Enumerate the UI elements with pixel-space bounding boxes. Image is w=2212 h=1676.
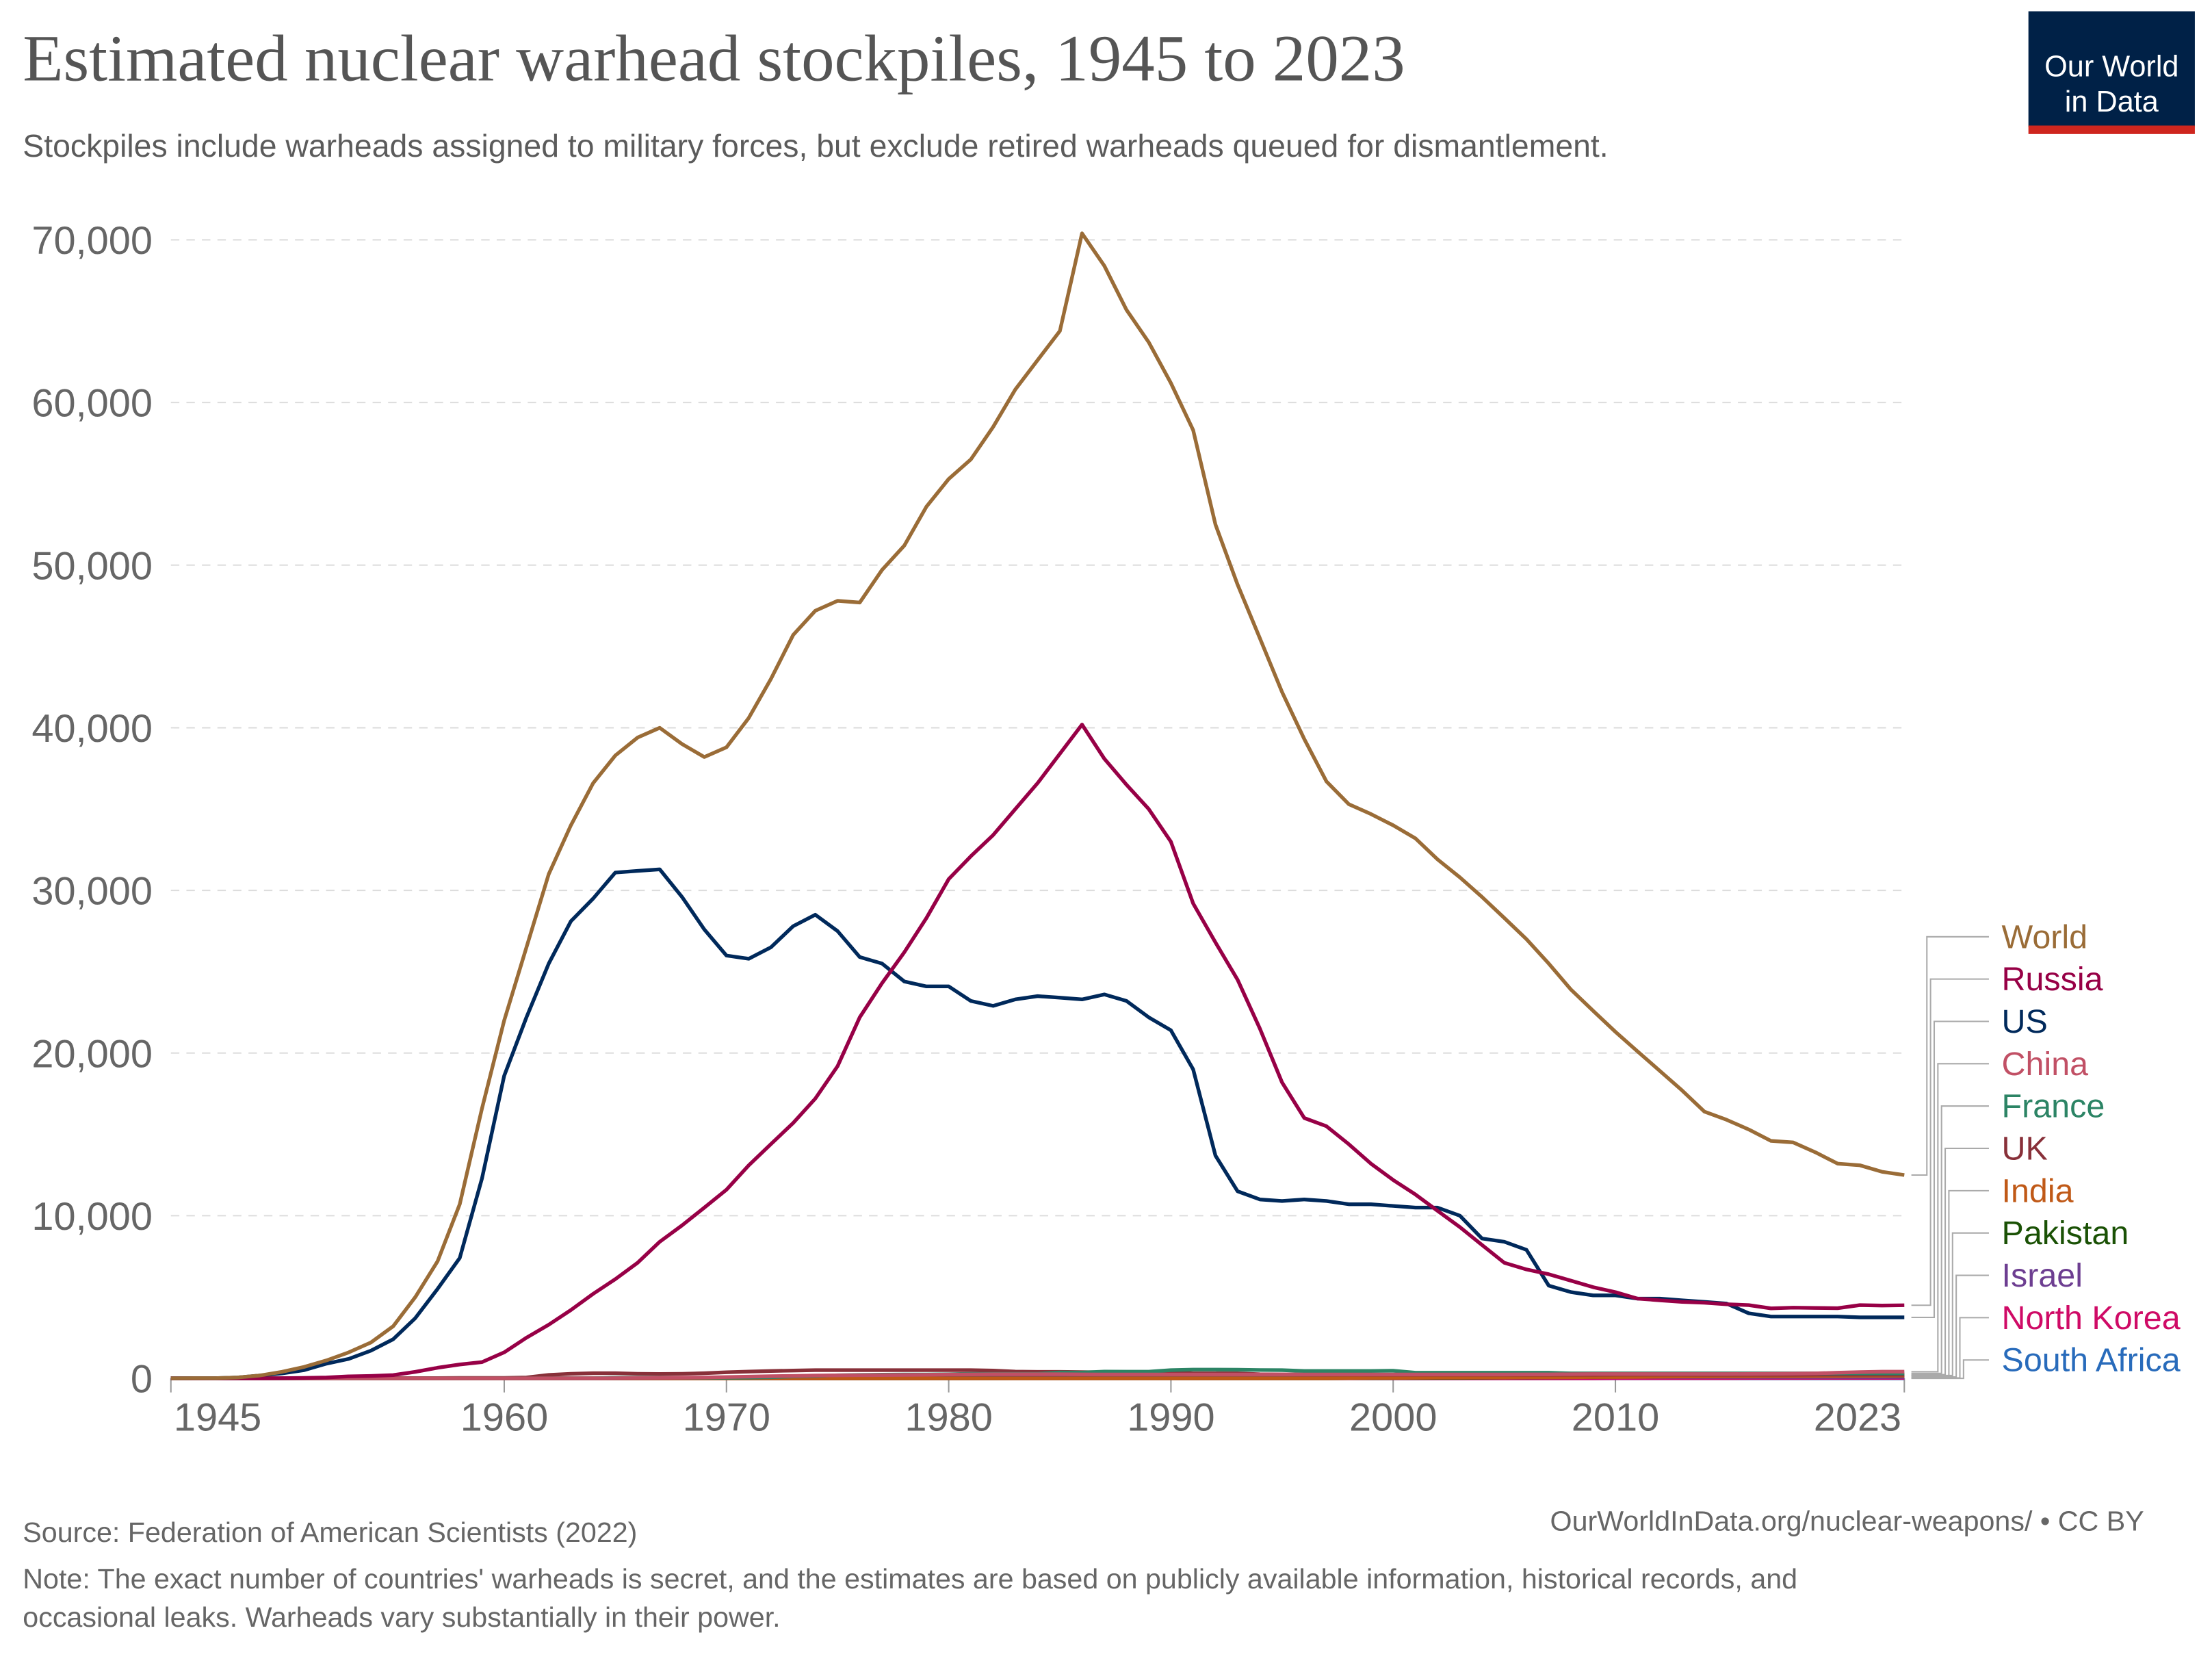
series-lines [170, 231, 1905, 1380]
legend-label-world[interactable]: World [2002, 918, 2088, 955]
gridlines [170, 239, 1905, 1217]
logo-accent-bar [2028, 125, 2195, 134]
y-tick-label: 50,000 [31, 544, 153, 588]
x-tick-label: 1990 [1127, 1395, 1214, 1439]
owid-logo[interactable]: Our World in Data [2028, 11, 2195, 134]
x-tick-label: 2010 [1572, 1395, 1659, 1439]
x-tick-label: 1960 [460, 1395, 548, 1439]
series-line-us[interactable] [170, 867, 1905, 1380]
legend-connector [1911, 1020, 1989, 1319]
legend-label-india[interactable]: India [2002, 1172, 2074, 1209]
x-tick-label: 1980 [905, 1395, 992, 1439]
y-tick-label: 30,000 [31, 870, 153, 914]
legend-connector [1911, 1189, 1989, 1377]
legend-label-us[interactable]: US [2002, 1003, 2048, 1040]
series-line-china[interactable] [170, 1369, 1905, 1380]
legend-connector [1911, 1274, 1989, 1378]
legend-connector [1911, 1105, 1989, 1374]
legend-label-israel[interactable]: Israel [2002, 1257, 2083, 1294]
legend-label-south-africa[interactable]: South Africa [2002, 1342, 2181, 1379]
legend-label-russia[interactable]: Russia [2002, 961, 2103, 998]
legend-label-pakistan[interactable]: Pakistan [2002, 1215, 2129, 1252]
x-tick-label: 2023 [1814, 1395, 1901, 1439]
logo-text-line1: Our World [2044, 50, 2178, 83]
x-tick-label: 1945 [174, 1395, 261, 1439]
y-axis: 0 10,000 20,000 30,000 40,000 50,000 60,000 70,… [31, 219, 153, 1402]
legend-connector [1911, 1317, 1989, 1379]
y-tick-label: 40,000 [31, 707, 153, 751]
x-tick-label: 1970 [683, 1395, 770, 1439]
x-axis: 1945 1960 1970 1980 1990 2000 2010 2023 [170, 1378, 1905, 1439]
legend-label-china[interactable]: China [2002, 1046, 2089, 1083]
y-tick-label: 60,000 [31, 382, 153, 426]
y-tick-label: 20,000 [31, 1032, 153, 1076]
legend-connector [1911, 1147, 1989, 1376]
chart-title: Estimated nuclear warhead stockpiles, 19… [23, 22, 1405, 95]
legend-connector [1911, 1232, 1989, 1376]
y-tick-label: 70,000 [31, 219, 153, 263]
y-tick-label: 0 [131, 1358, 153, 1402]
series-line-russia[interactable] [170, 723, 1905, 1380]
source-text[interactable]: Source: Federation of American Scientist… [23, 1517, 637, 1548]
note-line-1: Note: The exact number of countries' war… [23, 1563, 1797, 1595]
legend-connector [1911, 978, 1989, 1306]
series-line-world[interactable] [170, 231, 1905, 1380]
legend-label-uk[interactable]: UK [2002, 1131, 2048, 1168]
logo-text-line2: in Data [2065, 86, 2159, 118]
legend: World Russia US China France UK India Pakistan I… [1911, 918, 2181, 1380]
note-line-2: occasional leaks. Warheads vary substant… [23, 1601, 780, 1633]
legend-label-france[interactable]: France [2002, 1088, 2105, 1125]
legend-connector [1911, 936, 1989, 1176]
x-tick-label: 2000 [1349, 1395, 1437, 1439]
url-license[interactable]: OurWorldInData.org/nuclear-weapons/ • CC… [1550, 1506, 2144, 1537]
legend-connector [1911, 1359, 1989, 1380]
y-tick-label: 10,000 [31, 1195, 153, 1239]
legend-connector [1911, 1063, 1989, 1373]
legend-label-north-korea[interactable]: North Korea [2002, 1300, 2181, 1337]
logo-background [2028, 11, 2195, 127]
chart-subtitle: Stockpiles include warheads assigned to … [23, 128, 1608, 164]
